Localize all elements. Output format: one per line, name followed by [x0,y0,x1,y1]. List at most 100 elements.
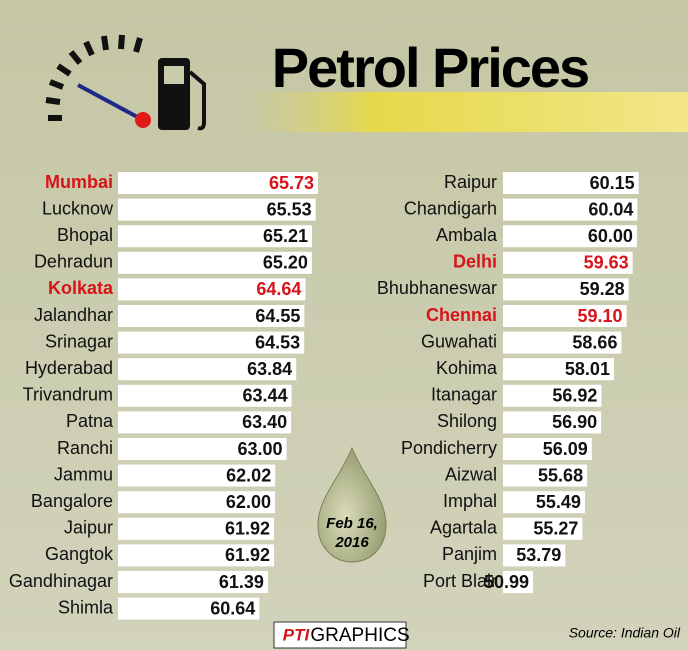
value-label: 62.02 [226,465,271,485]
value-label: 60.15 [590,173,635,193]
city-label: Bangalore [31,491,113,511]
city-label: Lucknow [42,198,114,218]
value-label: 58.66 [572,332,617,352]
bar [503,331,622,354]
credit: GRAPHICS [310,625,409,646]
bar [118,491,275,514]
value-label: 65.21 [263,226,308,246]
bar [118,225,313,248]
city-label: Bhopal [57,225,113,245]
value-label: 56.92 [552,386,597,406]
value-label: 63.00 [237,439,282,459]
city-label: Pondicherry [401,438,497,458]
city-label: Dehradun [34,252,113,272]
value-label: 61.92 [225,519,270,539]
city-label: Hyderabad [25,358,113,378]
value-label: 56.90 [552,412,597,432]
city-label: Shimla [58,597,114,617]
source: Source: Indian Oil [569,625,681,641]
bar [503,517,583,540]
value-label: 50.99 [484,572,529,592]
value-label: 60.04 [588,199,633,219]
value-label: 63.44 [243,386,288,406]
value-label: 58.01 [565,359,610,379]
bar [503,544,566,567]
city-label: Ranchi [57,438,113,458]
bar [118,198,316,221]
bar [503,411,602,434]
value-label: 64.53 [255,332,300,352]
credit-box [273,621,407,649]
bar [118,251,312,274]
bar [503,491,585,514]
value-label: 59.28 [580,279,625,299]
value-label: 63.40 [242,412,287,432]
bar [118,464,276,487]
value-label: 56.09 [543,439,588,459]
date-line: Feb 16, [326,515,378,532]
value-label: 53.79 [516,545,561,565]
bar [503,384,602,407]
bar [118,597,260,620]
value-label: 55.68 [538,465,583,485]
city-label: Mumbai [45,172,113,192]
city-label: Kohima [436,358,498,378]
value-label: 60.64 [210,598,255,618]
value-label: 55.27 [533,519,578,539]
city-label: Panjim [442,544,497,564]
city-label: Delhi [453,252,497,272]
city-label: Srinagar [45,331,113,351]
bar [503,438,592,460]
city-label: Chandigarh [404,198,497,218]
bar [118,305,305,327]
value-label: 64.55 [255,306,300,326]
city-label: Jaipur [64,518,113,538]
oil-strip [240,92,688,132]
value-label: 61.92 [225,545,270,565]
city-label: Trivandrum [23,385,113,405]
bar [503,198,638,221]
bar [118,438,287,460]
city-label: Gangtok [45,544,114,564]
value-label: 59.63 [584,253,629,273]
city-label: Gandhinagar [9,571,113,591]
bar [118,544,275,567]
value-label: 62.00 [226,492,271,512]
value-label: 65.73 [269,173,314,193]
bar [118,384,292,407]
logo: PTI [283,625,311,644]
city-label: Ambala [436,225,498,245]
oil-drop [317,446,387,563]
city-label: Aizwal [445,464,497,484]
city-label: Bhubhaneswar [377,278,497,298]
city-label: Chennai [426,305,497,325]
chart-title: Petrol Prices [272,36,588,99]
bar [503,464,588,487]
bar [503,305,627,327]
bar [118,331,305,354]
gauge-icon [45,34,206,131]
bar [503,278,629,301]
bar [118,358,297,381]
bar [118,411,292,434]
value-label: 65.20 [263,253,308,273]
city-label: Itanagar [431,385,497,405]
city-label: Patna [66,411,114,431]
bar [503,358,614,381]
value-label: 59.10 [577,306,622,326]
bar [503,225,637,248]
value-label: 64.64 [256,279,301,299]
bar [503,251,633,274]
city-label: Jalandhar [34,305,113,325]
city-label: Port Blair [423,571,497,591]
value-label: 55.49 [536,492,581,512]
bar [503,571,533,593]
city-label: Imphal [443,491,497,511]
value-label: 61.39 [219,572,264,592]
value-label: 63.84 [247,359,292,379]
value-label: 60.00 [588,226,633,246]
bar [503,172,639,194]
bar [118,517,275,540]
bar [118,278,306,301]
